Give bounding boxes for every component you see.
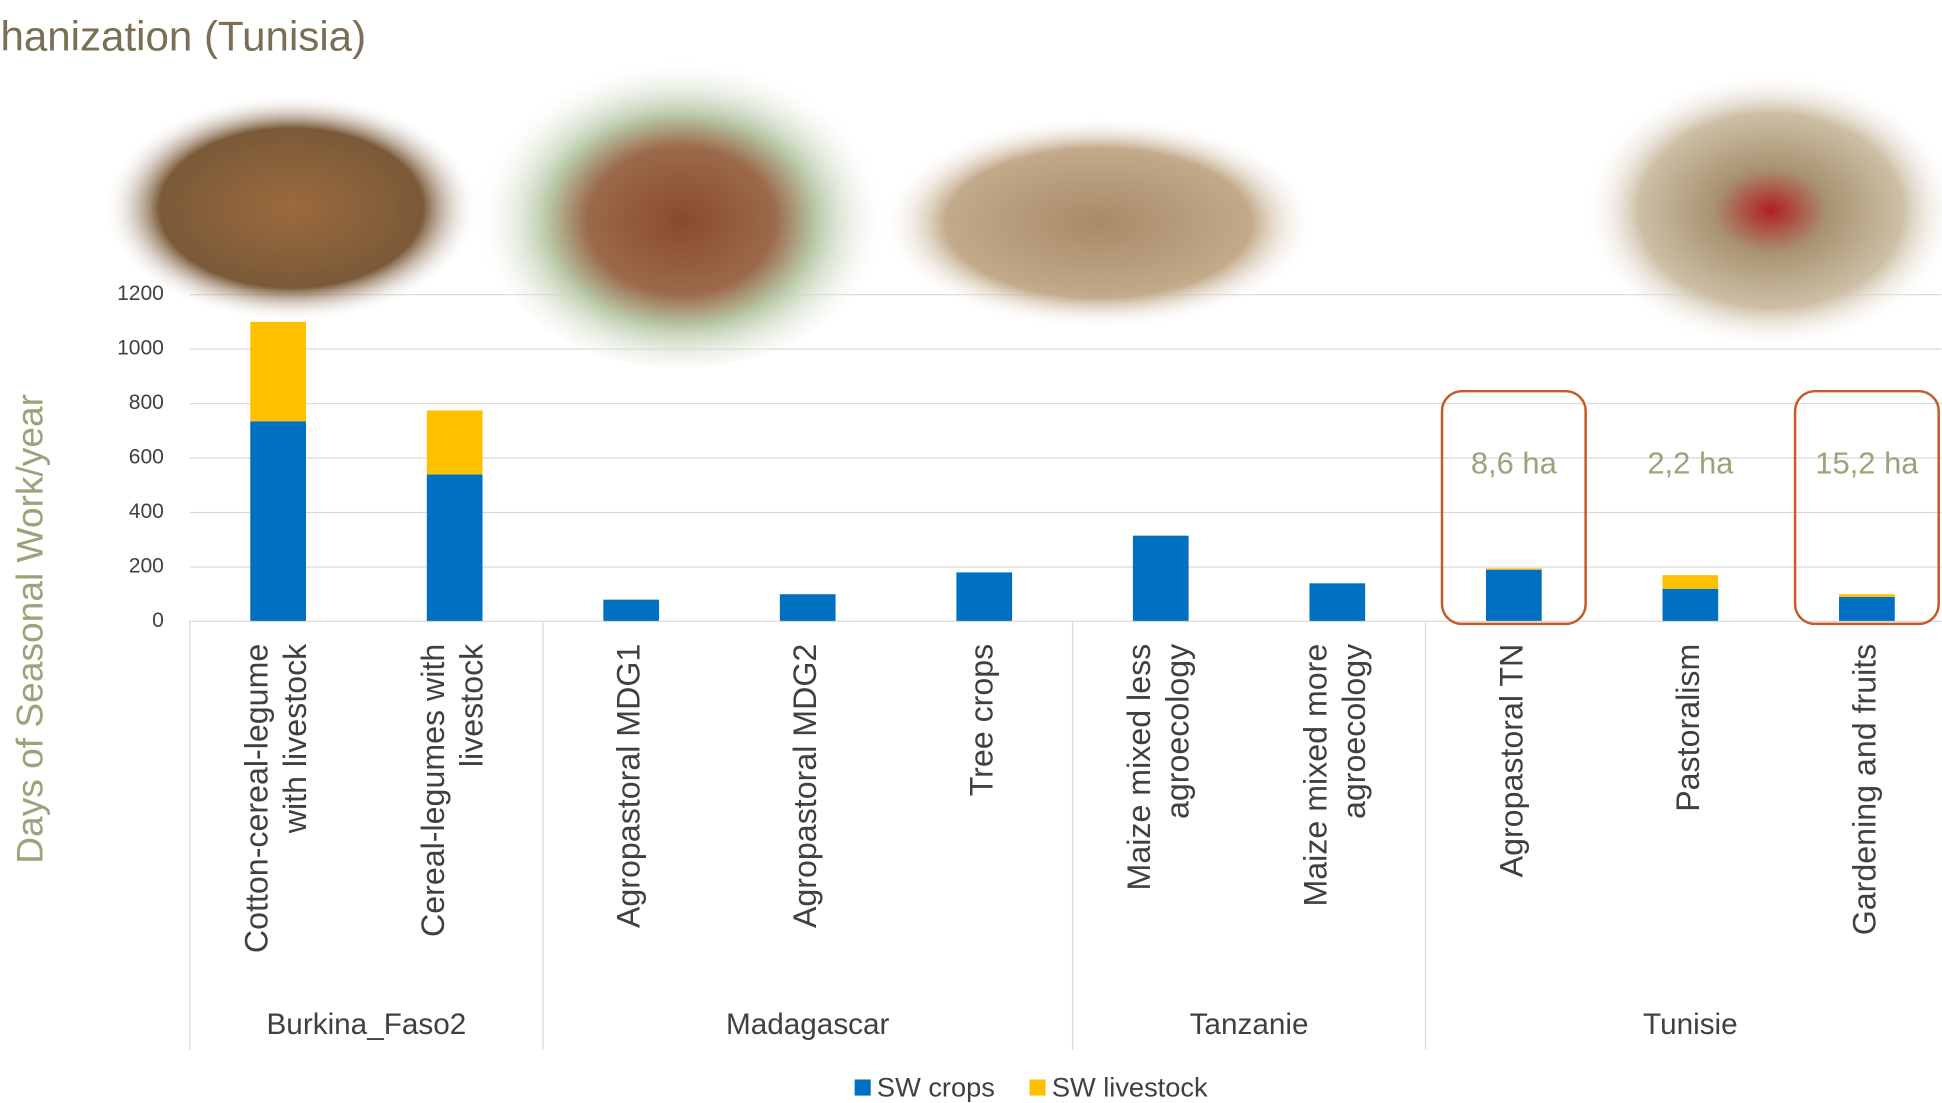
- x-tick-label: Pastoralism: [1670, 644, 1706, 812]
- group-label: Madagascar: [726, 1008, 890, 1041]
- legend-label: SW crops: [877, 1072, 995, 1103]
- x-tick-label: agroecology: [1159, 643, 1195, 819]
- bar-segment: [1132, 535, 1189, 622]
- bar-segment: [426, 474, 483, 622]
- bar-segment: [603, 599, 660, 622]
- x-tick-label: Agropastoral TN: [1493, 644, 1529, 878]
- bar-segment: [1485, 568, 1542, 570]
- annotation: 2,2 ha: [1647, 446, 1734, 481]
- photo: [880, 116, 1317, 330]
- bar-segment: [1839, 594, 1895, 597]
- x-tick-label: Maize mixed less: [1121, 644, 1157, 891]
- bar-segment: [1662, 588, 1719, 622]
- group-label: Tanzanie: [1190, 1008, 1309, 1041]
- x-tick-label: agroecology: [1336, 643, 1372, 819]
- title: hanization (Tunisia): [0, 13, 366, 60]
- x-tick-label: Gardening and fruits: [1846, 644, 1882, 936]
- bar-segment: [1662, 575, 1719, 589]
- y-tick-label: 1000: [117, 337, 164, 360]
- y-tick-label: 400: [129, 500, 164, 523]
- x-tick-label: Tree crops: [964, 644, 1000, 797]
- y-axis-label: Days of Seasonal Work/year: [8, 394, 50, 864]
- bar-segment: [250, 421, 306, 622]
- photo: [1582, 71, 1942, 350]
- bar-segment: [426, 410, 483, 475]
- x-tick-label: Agropastoral MDG1: [611, 644, 647, 928]
- legend-swatch: [854, 1079, 871, 1096]
- bar-segment: [956, 572, 1013, 622]
- bar-segment: [1839, 596, 1895, 622]
- y-tick-label: 200: [129, 555, 164, 578]
- x-tick-label: Maize mixed more: [1298, 644, 1334, 907]
- highlight-box: [1793, 389, 1940, 626]
- y-tick-label: 0: [152, 609, 164, 632]
- x-tick-label: Cotton-cereal-legume: [238, 644, 274, 953]
- bar-segment: [1485, 569, 1542, 622]
- group-label: Burkina_Faso2: [266, 1008, 466, 1041]
- annotation: 8,6 ha: [1471, 446, 1558, 481]
- y-tick-label: 1200: [117, 282, 164, 305]
- highlight-box: [1440, 389, 1587, 626]
- x-tick-label: livestock: [453, 643, 489, 767]
- plot-area: 0 200 400 600 800 1000 1200 Burkina_Faso2 Madaga…: [117, 282, 1942, 1103]
- y-tick-label: 600: [129, 446, 164, 469]
- x-tick-label: Agropastoral MDG2: [787, 644, 823, 928]
- bar-segment: [1309, 583, 1366, 622]
- photo: [103, 94, 480, 322]
- bar-segment: [779, 594, 836, 622]
- y-tick-label: 800: [129, 391, 164, 414]
- photo: [473, 40, 890, 368]
- x-tick-label: Cereal-legumes with: [415, 644, 451, 937]
- legend-swatch: [1029, 1079, 1046, 1096]
- x-tick-label: with livestock: [277, 643, 313, 834]
- group-label: Tunisie: [1643, 1008, 1738, 1041]
- bar-segment: [250, 321, 306, 422]
- annotation: 15,2 ha: [1815, 446, 1919, 481]
- legend-label: SW livestock: [1052, 1072, 1208, 1103]
